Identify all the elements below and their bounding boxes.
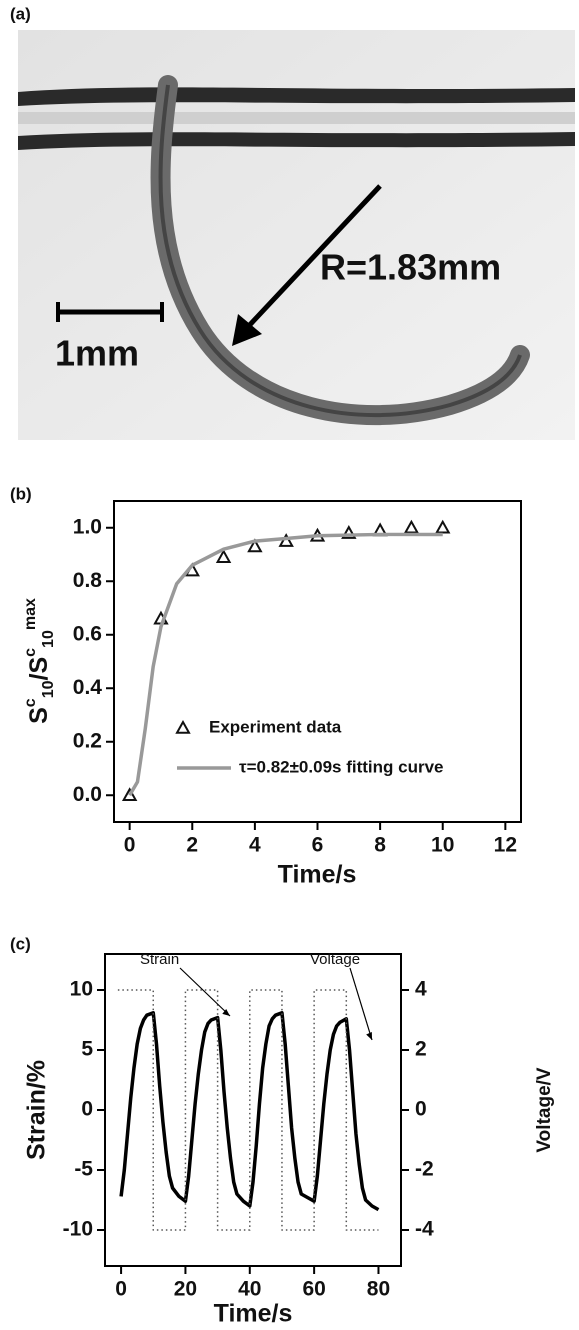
y-axis-label: Strain/% (23, 1060, 51, 1160)
legend-marker (177, 722, 189, 733)
annotation: Strain (140, 951, 179, 968)
voltage-line (118, 990, 379, 1230)
x-tick-label: 8 (374, 834, 386, 857)
annotation-arrow (350, 968, 372, 1040)
x-axis-label: Time/s (214, 1300, 293, 1328)
x-tick-label: 4 (249, 834, 261, 857)
y2-axis-label: Voltage/V (534, 1067, 555, 1152)
y2-tick-label: -4 (415, 1218, 434, 1241)
y-tick-label: 0 (81, 1098, 93, 1121)
x-tick-label: 20 (174, 1278, 197, 1301)
y-tick-label: 10 (70, 978, 93, 1001)
y-axis-label: Sc10/Sc10max (22, 598, 57, 724)
data-point (437, 522, 449, 533)
x-tick-label: 0 (124, 834, 136, 857)
y-tick-label: 0.4 (73, 676, 103, 699)
x-tick-label: 60 (302, 1278, 325, 1301)
y-axis-label-part: max (22, 598, 39, 630)
x-tick-label: 40 (238, 1278, 261, 1301)
legend-label: τ=0.82±0.09s fitting curve (239, 757, 443, 776)
y2-tick-label: -2 (415, 1158, 434, 1181)
scale-label: 1mm (55, 333, 139, 374)
data-line (130, 534, 443, 795)
y-axis-label-part: c (22, 648, 39, 657)
panel-label: (c) (10, 934, 31, 953)
page: {"photo": {"label": "(a)", "radius_label… (0, 0, 579, 1330)
x-tick-label: 2 (186, 834, 198, 857)
y-tick-label: -5 (74, 1158, 93, 1181)
y2-tick-label: 2 (415, 1038, 427, 1061)
y-tick-label: 5 (81, 1038, 93, 1061)
y-tick-label: 0.2 (73, 729, 102, 752)
annotation: Voltage (310, 951, 360, 968)
plot-frame (105, 954, 401, 1266)
y-axis-label-part: S (25, 707, 53, 724)
x-tick-label: 12 (494, 834, 517, 857)
y2-tick-label: 0 (415, 1098, 427, 1121)
y-tick-label: 0.6 (73, 622, 102, 645)
photo: R=1.83mm 1mm (18, 30, 575, 440)
y-tick-label: -10 (63, 1218, 93, 1241)
panel-label: (b) (10, 484, 32, 503)
y-axis-label-part: c (22, 698, 39, 707)
annotation-arrow (180, 968, 230, 1016)
wire-gap (18, 112, 575, 124)
legend-label: Experiment data (209, 717, 342, 736)
y-tick-label: 0.0 (73, 783, 102, 806)
y-axis-label-part: 10 (40, 630, 57, 648)
y-axis-label-part: 10 (40, 680, 57, 698)
figure: R=1.83mm 1mm (a) (b) 0 2 4 6 8 10 12 0.0 0.2 0.4 0.… (0, 0, 579, 1330)
x-tick-label: 80 (367, 1278, 390, 1301)
panel-label: (a) (10, 4, 31, 23)
data-point (405, 522, 417, 533)
annotation-arrowhead (366, 1032, 372, 1040)
radius-label: R=1.83mm (320, 247, 501, 288)
y-axis-label-part: /S (25, 657, 53, 681)
x-tick-label: 0 (115, 1278, 127, 1301)
y2-tick-label: 4 (415, 978, 427, 1001)
x-tick-label: 6 (312, 834, 324, 857)
x-tick-label: 10 (431, 834, 454, 857)
y-tick-label: 0.8 (73, 569, 103, 592)
y-tick-label: 1.0 (73, 515, 102, 538)
x-axis-label: Time/s (278, 861, 357, 889)
